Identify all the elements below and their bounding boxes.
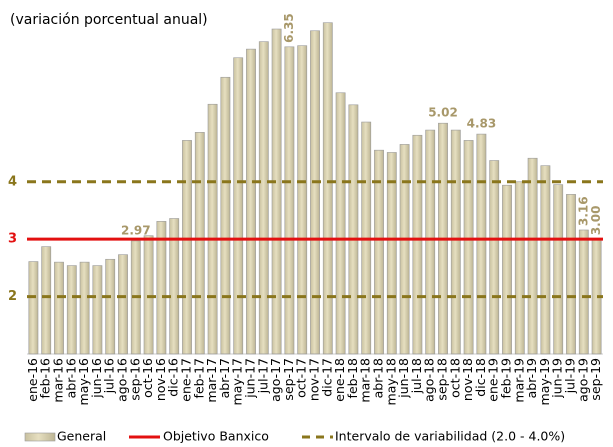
legend-label: Intervalo de variabilidad (2.0 - 4.0%) bbox=[335, 429, 565, 444]
bar bbox=[194, 132, 205, 355]
x-tick-label: dic-18 bbox=[473, 358, 488, 397]
bar bbox=[207, 103, 218, 355]
bar bbox=[182, 140, 192, 355]
x-tick-label: oct-17 bbox=[294, 358, 309, 398]
x-tick-label: feb-17 bbox=[191, 358, 206, 398]
x-tick-label: may-19 bbox=[537, 358, 552, 405]
x-tick-label: abr-18 bbox=[371, 358, 386, 398]
bar bbox=[297, 45, 308, 355]
y-tick-label: 3 bbox=[8, 232, 17, 247]
x-tick-label: mar-18 bbox=[358, 358, 373, 403]
bar bbox=[335, 92, 346, 355]
bar bbox=[143, 235, 154, 355]
x-tick-label: ago-19 bbox=[575, 358, 590, 402]
legend-label: Objetivo Banxico bbox=[163, 429, 269, 444]
x-tick-label: ene-16 bbox=[25, 358, 40, 402]
bar bbox=[412, 134, 423, 355]
x-tick-label: feb-16 bbox=[38, 358, 53, 398]
y-tick-label: 2 bbox=[8, 289, 17, 304]
x-tick-label: may-17 bbox=[230, 358, 245, 405]
bar bbox=[322, 22, 333, 355]
x-tick-label: jul-17 bbox=[255, 358, 270, 394]
x-tick-label: dic-17 bbox=[319, 358, 334, 397]
bar bbox=[399, 144, 410, 355]
bar bbox=[476, 133, 487, 355]
x-tick-label: abr-16 bbox=[63, 358, 78, 398]
bar bbox=[502, 184, 512, 355]
bar bbox=[79, 261, 90, 355]
x-tick-label: ene-17 bbox=[179, 358, 194, 402]
x-tick-label: jun-19 bbox=[550, 358, 565, 399]
bar bbox=[220, 76, 231, 355]
bar bbox=[284, 46, 295, 355]
bar bbox=[310, 30, 320, 355]
x-tick-label: feb-19 bbox=[499, 358, 514, 398]
y-tick-label: 4 bbox=[8, 174, 17, 189]
x-tick-label: may-16 bbox=[76, 358, 91, 405]
x-tick-label: oct-16 bbox=[140, 358, 155, 398]
bar bbox=[54, 261, 64, 355]
x-tick-label: jun-16 bbox=[89, 358, 104, 399]
bar bbox=[66, 265, 77, 355]
x-tick-label: sep-17 bbox=[281, 358, 296, 401]
bar bbox=[92, 265, 103, 355]
bar bbox=[425, 129, 436, 355]
x-tick-label: sep-18 bbox=[435, 358, 450, 401]
x-tick-label: ene-18 bbox=[332, 358, 347, 402]
legend-label: General bbox=[57, 429, 106, 444]
x-tick-label: ene-19 bbox=[486, 358, 501, 402]
data-label: 3.00 bbox=[589, 206, 603, 236]
x-tick-label: sep-16 bbox=[127, 358, 142, 401]
data-label: 4.83 bbox=[467, 117, 497, 131]
x-tick-label: may-18 bbox=[383, 358, 398, 405]
x-tick-label: ago-18 bbox=[422, 358, 437, 402]
data-label: 3.16 bbox=[576, 196, 590, 226]
data-label: 6.35 bbox=[282, 13, 296, 43]
x-tick-label: jul-18 bbox=[409, 358, 424, 394]
x-tick-label: oct-18 bbox=[447, 358, 462, 398]
x-tick-label: dic-16 bbox=[166, 358, 181, 397]
bar bbox=[553, 184, 564, 355]
x-tick-label: jun-18 bbox=[396, 358, 411, 399]
chart-subtitle: (variación porcentual anual) bbox=[10, 12, 208, 28]
x-tick-label: nov-17 bbox=[307, 358, 322, 401]
bar bbox=[489, 160, 500, 355]
x-tick-label: feb-18 bbox=[345, 358, 360, 398]
bar bbox=[246, 48, 256, 355]
x-tick-label: jun-17 bbox=[243, 358, 258, 399]
bar bbox=[271, 28, 282, 355]
data-label: 5.02 bbox=[428, 106, 458, 120]
bar bbox=[578, 229, 589, 355]
x-tick-label: nov-18 bbox=[460, 358, 475, 401]
x-tick-label: abr-17 bbox=[217, 358, 232, 398]
bar bbox=[514, 181, 525, 355]
x-tick-label: mar-19 bbox=[511, 358, 526, 403]
bar bbox=[463, 140, 474, 355]
x-tick-label: nov-16 bbox=[153, 358, 168, 401]
legend-swatch bbox=[24, 432, 56, 442]
x-tick-label: jul-16 bbox=[102, 358, 117, 394]
bar bbox=[566, 194, 576, 355]
x-tick-label: mar-17 bbox=[204, 358, 219, 403]
x-tick-label: jul-19 bbox=[563, 358, 578, 394]
bar bbox=[41, 246, 52, 355]
data-label: 2.97 bbox=[121, 223, 151, 237]
x-tick-label: abr-19 bbox=[524, 358, 539, 398]
bar bbox=[118, 254, 128, 355]
bar bbox=[156, 221, 167, 355]
bar bbox=[450, 129, 461, 355]
bar bbox=[105, 258, 116, 355]
x-tick-label: ago-16 bbox=[115, 358, 130, 402]
bar bbox=[348, 104, 359, 355]
bar bbox=[540, 165, 551, 355]
bar bbox=[28, 261, 39, 355]
x-tick-label: sep-19 bbox=[588, 358, 603, 401]
bar bbox=[258, 41, 269, 355]
x-tick-label: mar-16 bbox=[51, 358, 66, 403]
x-tick-label: ago-17 bbox=[268, 358, 283, 402]
bar bbox=[233, 57, 244, 355]
bar bbox=[527, 157, 538, 355]
